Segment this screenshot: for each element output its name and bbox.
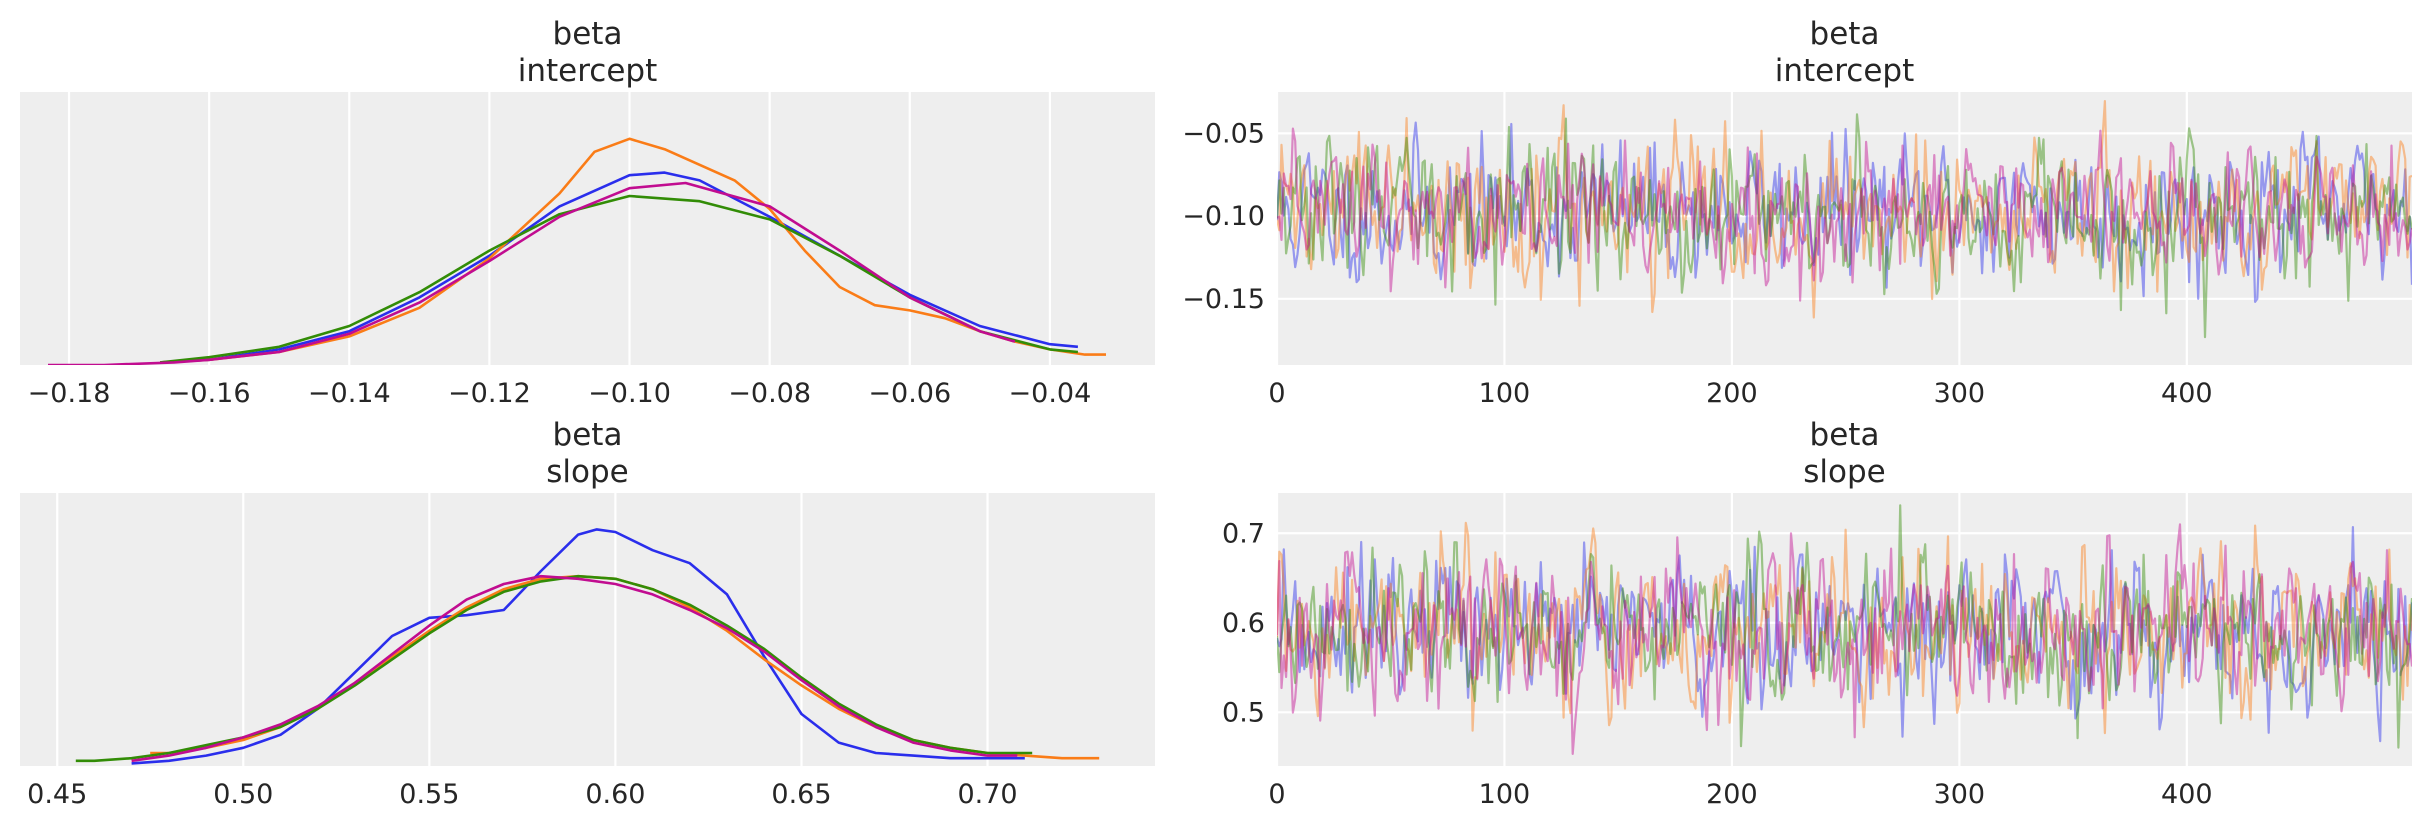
- x-tick-label: 400: [2161, 779, 2213, 810]
- panel-title-line-0: beta: [553, 417, 623, 453]
- x-tick-label: 0.60: [585, 779, 645, 810]
- x-tick-label: 0.70: [957, 779, 1017, 810]
- series-group: [75, 528, 1100, 765]
- panel-title-line-1: intercept: [518, 53, 658, 89]
- x-tick-label: 0: [1268, 779, 1285, 810]
- kde-chain-0: [131, 528, 1025, 765]
- trace-chain-3: [1277, 127, 2412, 302]
- plot-area: [20, 493, 1155, 766]
- trace-chain-0: [1277, 121, 2412, 303]
- trace-chain-1: [1277, 521, 2412, 735]
- panel-title-line-0: beta: [553, 16, 623, 52]
- y-tick-label: 0.5: [1222, 697, 1265, 728]
- panel-title-line-0: beta: [1810, 16, 1880, 52]
- y-tick-label: −0.05: [1182, 118, 1265, 149]
- trace-chain-1: [1277, 99, 2412, 319]
- series-group: [1277, 99, 2412, 339]
- x-tick-label: −0.06: [868, 378, 951, 409]
- x-tick-label: 300: [1934, 779, 1986, 810]
- y-tick-label: −0.15: [1182, 284, 1265, 315]
- x-tick-label: 200: [1706, 779, 1758, 810]
- plot-area: [20, 92, 1155, 365]
- x-tick-label: 0.45: [27, 779, 87, 810]
- x-tick-label: 100: [1479, 779, 1531, 810]
- y-tick-label: 0.6: [1222, 608, 1265, 639]
- x-tick-label: 0.65: [771, 779, 831, 810]
- y-tick-label: −0.10: [1182, 201, 1265, 232]
- kde-chain-0: [160, 171, 1079, 364]
- x-tick-label: 400: [2161, 378, 2213, 409]
- series-group: [48, 137, 1106, 365]
- x-tick-label: −0.14: [308, 378, 391, 409]
- x-tick-label: 0.55: [399, 779, 459, 810]
- trace-chain-3: [1277, 523, 2412, 756]
- kde-chain-3: [48, 181, 1016, 365]
- x-tick-label: 0.50: [213, 779, 273, 810]
- y-tick-label: 0.7: [1222, 518, 1265, 549]
- x-tick-label: 300: [1934, 378, 1986, 409]
- plot-area: [1277, 493, 2412, 766]
- x-tick-label: −0.12: [448, 378, 531, 409]
- trace-chain-2: [1277, 504, 2412, 749]
- x-tick-label: −0.08: [728, 378, 811, 409]
- kde-chain-3: [131, 574, 1018, 763]
- x-tick-label: −0.10: [588, 378, 671, 409]
- panel-title-line-1: slope: [546, 454, 628, 490]
- x-tick-label: 0: [1268, 378, 1285, 409]
- x-tick-label: −0.04: [1009, 378, 1092, 409]
- panel-title-line-1: slope: [1803, 454, 1885, 490]
- kde-chain-2: [75, 574, 1033, 763]
- x-tick-label: −0.16: [168, 378, 251, 409]
- panel-title-line-1: intercept: [1775, 53, 1915, 89]
- trace-chain-2: [1277, 113, 2412, 339]
- panel-title-line-0: beta: [1810, 417, 1880, 453]
- series-group: [1277, 504, 2412, 756]
- x-tick-label: 200: [1706, 378, 1758, 409]
- x-tick-label: −0.18: [28, 378, 111, 409]
- trace-chain-0: [1277, 525, 2412, 743]
- plot-area: [1277, 92, 2412, 365]
- x-tick-label: 100: [1479, 378, 1531, 409]
